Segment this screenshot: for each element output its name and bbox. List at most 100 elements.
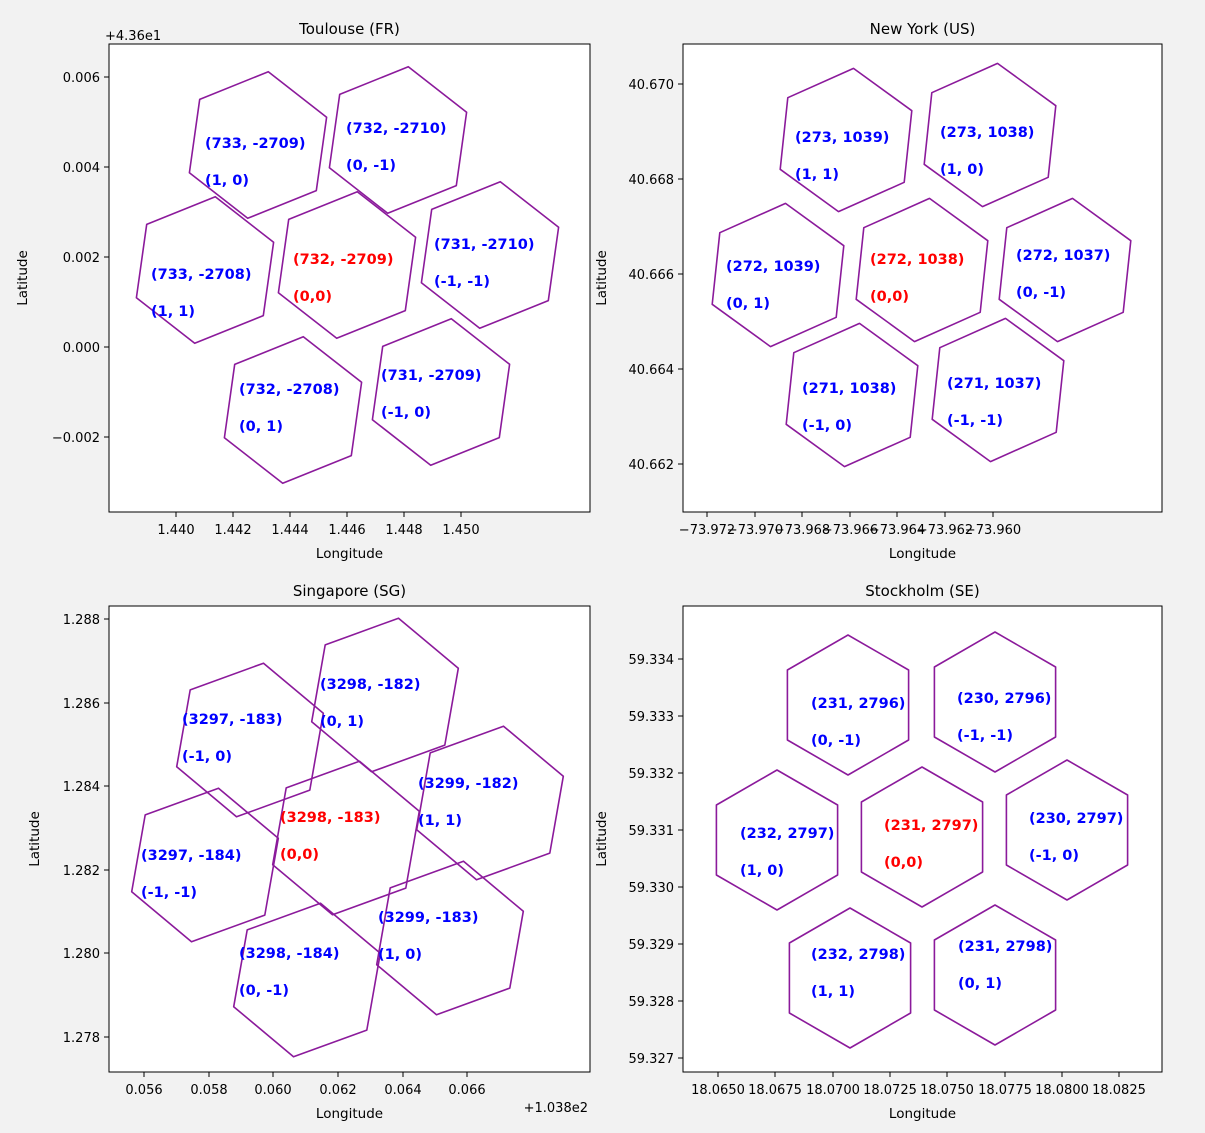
cell-id-label: (732, -2708) [239,382,339,398]
y-tick-label: 1.288 [63,613,100,628]
y-offset-label: +4.36e1 [105,29,161,44]
cell-id-label: (232, 2797) [740,826,834,842]
hex-cell-neighbor [785,322,919,468]
y-tick-label: 0.002 [63,251,100,266]
y-tick-label: 59.327 [629,1052,675,1067]
x-tick-label: 18.0775 [978,1083,1032,1098]
cell-id-label: (732, -2709) [293,252,393,268]
cell-id-label: (231, 2796) [811,696,905,712]
y-tick-label: 59.328 [629,995,675,1010]
y-axis-label: Latitude [27,811,43,867]
chart-title: Stockholm (SE) [865,582,979,600]
hex-cell-neighbor [375,860,525,1016]
x-tick-label: 0.058 [190,1083,227,1098]
y-axis-label: Latitude [15,250,31,306]
y-tick-label: 59.332 [629,767,675,782]
plot-frame [108,605,591,1073]
x-tick-label: 0.056 [125,1083,162,1098]
plot-frame [108,43,591,513]
cell-relative-label: (-1, -1) [141,885,197,901]
y-tick-label: 0.000 [63,341,100,356]
hex-cell-neighbor [933,631,1057,773]
y-tick-label: 1.282 [63,864,100,879]
x-tick-label: 18.0700 [806,1083,860,1098]
cell-id-label: (732, -2710) [346,121,446,137]
cell-relative-label: (-1, -1) [434,274,490,290]
cell-relative-label: (0, 1) [958,976,1002,992]
cell-id-label: (3297, -183) [182,712,282,728]
x-tick-label: 18.0800 [1035,1083,1089,1098]
y-tick-label: 40.668 [629,173,675,188]
cell-relative-label: (0, 1) [726,296,770,312]
cell-relative-label: (1, 1) [795,167,839,183]
y-tick-label: 59.329 [629,938,675,953]
plot-frame [682,605,1163,1073]
y-tick-label: 59.331 [629,824,675,839]
cell-relative-label: (1, 0) [378,947,422,963]
hex-cell-neighbor [786,634,910,776]
hex-cell-neighbor [175,662,325,818]
cell-id-label: (271, 1038) [802,381,896,397]
cell-relative-label: (-1, -1) [957,728,1013,744]
cell-relative-label: (-1, 0) [381,405,431,421]
cell-id-label: (3299, -182) [418,776,518,792]
x-axis-label: Longitude [316,546,383,562]
cell-relative-label: (0, -1) [811,733,861,749]
x-tick-label: 18.0750 [920,1083,974,1098]
hex-cell-center [855,197,989,343]
x-tick-label: 0.060 [254,1083,291,1098]
cell-relative-label: (0,0) [884,855,923,871]
cell-relative-label: (0,0) [280,847,319,863]
cell-id-label: (3298, -182) [320,677,420,693]
cell-id-label: (731, -2709) [381,368,481,384]
x-tick-label: −73.968 [774,523,830,538]
x-tick-label: −73.962 [917,523,973,538]
x-tick-label: −73.970 [727,523,783,538]
hex-cell-neighbor [420,180,560,330]
x-tick-label: −73.960 [965,523,1021,538]
cell-relative-label: (0, -1) [239,983,289,999]
hex-cell-center [277,190,417,340]
y-tick-label: 40.664 [629,363,675,378]
hex-cell-neighbor [328,65,468,215]
y-tick-label: 1.278 [63,1031,100,1046]
hex-cell-neighbor [788,907,912,1049]
hex-cell-neighbor [715,769,839,911]
cell-id-label: (733, -2708) [151,267,251,283]
y-tick-label: 0.004 [63,161,100,176]
x-tick-label: 18.0725 [863,1083,917,1098]
cell-id-label: (232, 2798) [811,947,905,963]
cell-relative-label: (1, 1) [151,304,195,320]
cell-id-label: (272, 1037) [1016,248,1110,264]
y-tick-label: 40.666 [629,268,675,283]
cell-id-label: (733, -2709) [205,136,305,152]
cell-relative-label: (1, 0) [740,863,784,879]
hex-cell-neighbor [310,617,460,773]
x-tick-label: −73.966 [822,523,878,538]
cell-id-label: (272, 1039) [726,259,820,275]
cell-id-label: (231, 2798) [958,939,1052,955]
cell-id-label: (3298, -183) [280,810,380,826]
x-tick-label: 18.0675 [748,1083,802,1098]
x-tick-label: 1.440 [157,523,194,538]
cell-id-label: (272, 1038) [870,252,964,268]
cell-id-label: (273, 1039) [795,130,889,146]
y-axis-label: Latitude [594,250,610,306]
x-axis-label: Longitude [889,1106,956,1122]
x-tick-label: 1.446 [328,523,365,538]
cell-id-label: (731, -2710) [434,237,534,253]
hex-cell-neighbor [923,62,1057,208]
cell-relative-label: (0, 1) [320,714,364,730]
cell-id-label: (231, 2797) [884,818,978,834]
cell-id-label: (273, 1038) [940,125,1034,141]
cell-relative-label: (0,0) [293,289,332,305]
cell-id-label: (230, 2797) [1029,811,1123,827]
cell-relative-label: (0, -1) [346,158,396,174]
hex-cell-neighbor [933,904,1057,1046]
cell-relative-label: (-1, 0) [802,418,852,434]
panel-1: New York (US)LongitudeLatitude−73.972−73… [594,20,1163,562]
y-axis-label: Latitude [594,811,610,867]
chart-title: Toulouse (FR) [298,20,400,38]
